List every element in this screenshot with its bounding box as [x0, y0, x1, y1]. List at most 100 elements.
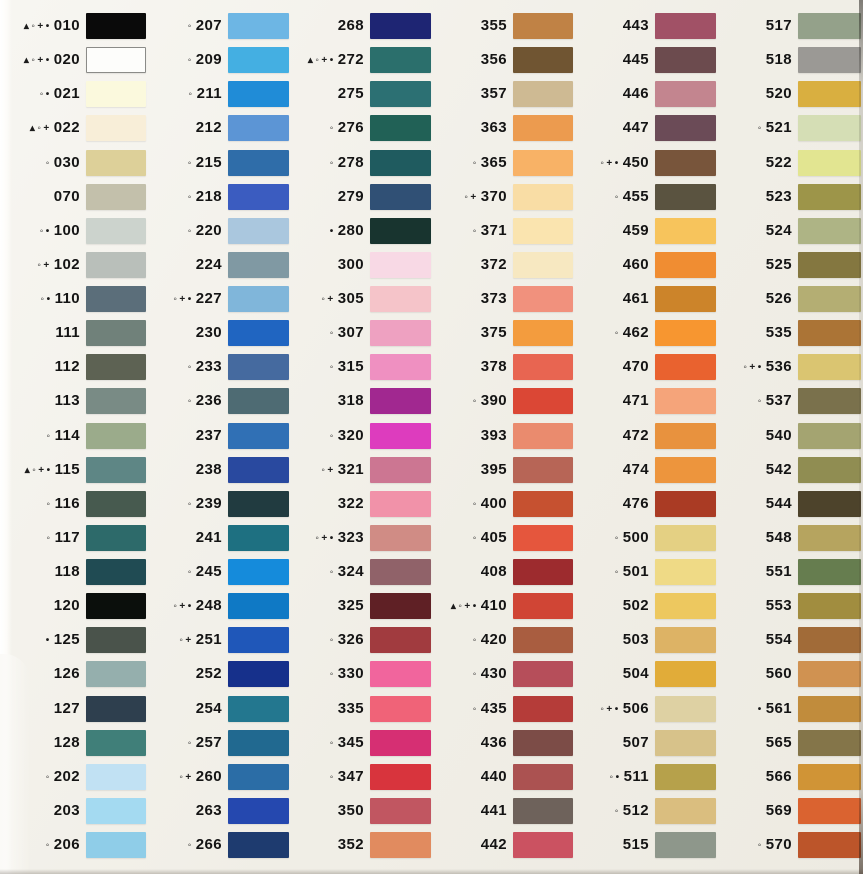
color-number: 535 [765, 323, 792, 341]
color-number: 263 [195, 801, 222, 819]
color-swatch [513, 798, 573, 824]
color-code-label: 520 [700, 81, 792, 108]
color-code-label: ◦ 345 [272, 730, 364, 757]
color-row: ◦ 114 [0, 423, 146, 449]
color-row: 263 [130, 798, 289, 824]
usage-symbols: ◦ [329, 327, 336, 339]
color-number: 315 [337, 357, 364, 375]
color-number: 323 [337, 528, 364, 546]
color-swatch [798, 115, 861, 141]
color-row: ◦ 501 [557, 559, 716, 585]
color-number: 373 [480, 289, 507, 307]
usage-symbols: ◦+• [743, 361, 764, 373]
color-code-label: 408 [415, 559, 507, 586]
color-swatch [655, 150, 716, 176]
color-swatch [370, 286, 431, 312]
color-row: 224 [130, 252, 289, 278]
color-code-label: 502 [557, 593, 649, 620]
color-code-label: 440 [415, 764, 507, 791]
color-row: 447 [557, 115, 716, 141]
color-number: 502 [622, 596, 649, 614]
color-number: 445 [622, 50, 649, 68]
color-number: 462 [622, 323, 649, 341]
color-number: 257 [195, 733, 222, 751]
color-row: 335 [272, 696, 431, 722]
usage-symbols: ◦ [472, 498, 479, 510]
color-code-label: 263 [130, 798, 222, 825]
color-code-label: 522 [700, 150, 792, 177]
color-row: ◦• 021 [0, 81, 146, 107]
color-number: 206 [53, 835, 80, 853]
color-swatch [370, 115, 431, 141]
color-swatch [370, 764, 431, 790]
color-swatch [655, 354, 716, 380]
color-code-label: ◦+ 102 [0, 252, 80, 279]
color-swatch [655, 218, 716, 244]
color-code-label: ◦ 307 [272, 320, 364, 347]
color-code-label: ◦ 500 [557, 525, 649, 552]
color-number: 410 [480, 596, 507, 614]
usage-symbols: ◦ [329, 668, 336, 680]
color-code-label: 525 [700, 252, 792, 279]
color-swatch [513, 525, 573, 551]
usage-symbols: ◦+• [600, 703, 621, 715]
color-swatch [798, 47, 861, 73]
color-swatch [798, 150, 861, 176]
color-row: 566 [700, 764, 861, 790]
color-code-label: ◦ 365 [415, 150, 507, 177]
color-code-label: 118 [0, 559, 80, 586]
color-swatch [228, 13, 289, 39]
color-number: 266 [195, 835, 222, 853]
color-code-label: ◦+• 506 [557, 696, 649, 723]
color-row: ◦ 326 [272, 627, 431, 653]
color-row: ◦+• 227 [130, 286, 289, 312]
color-code-label: ◦ 245 [130, 559, 222, 586]
color-number: 322 [337, 494, 364, 512]
color-swatch [228, 627, 289, 653]
color-swatch [86, 286, 146, 312]
swatch-column: 443 445 446 447 ◦+• 450 ◦ 455 459 460 461 ◦ 462 470 47… [557, 0, 716, 874]
color-code-label: 445 [557, 47, 649, 74]
color-code-label: ◦ 405 [415, 525, 507, 552]
usage-symbols: ◦• [39, 88, 52, 100]
usage-symbols: ◦ [614, 327, 621, 339]
color-swatch [655, 184, 716, 210]
color-code-label: 318 [272, 388, 364, 415]
color-swatch [228, 252, 289, 278]
color-code-label: 554 [700, 627, 792, 654]
color-row: 212 [130, 115, 289, 141]
color-swatch [86, 423, 146, 449]
color-swatch [655, 47, 716, 73]
color-code-label: ◦+ 305 [272, 286, 364, 313]
usage-symbols: ◦ [757, 122, 764, 134]
color-swatch [513, 832, 573, 858]
color-code-label: 238 [130, 457, 222, 484]
color-number: 548 [765, 528, 792, 546]
color-code-label: 070 [0, 184, 80, 211]
color-number: 347 [337, 767, 364, 785]
color-row: 230 [130, 320, 289, 346]
color-row: 544 [700, 491, 861, 517]
color-row: ◦ 116 [0, 491, 146, 517]
color-code-label: 470 [557, 354, 649, 381]
color-number: 536 [765, 357, 792, 375]
color-swatch [228, 115, 289, 141]
color-number: 542 [765, 460, 792, 478]
color-number: 278 [337, 153, 364, 171]
color-number: 476 [622, 494, 649, 512]
color-swatch [86, 491, 146, 517]
color-code-label: 395 [415, 457, 507, 484]
color-row: 275 [272, 81, 431, 107]
color-row: 393 [415, 423, 573, 449]
color-number: 230 [195, 323, 222, 341]
color-code-label: 230 [130, 320, 222, 347]
color-number: 408 [480, 562, 507, 580]
color-swatch [513, 627, 573, 653]
color-number: 102 [53, 255, 80, 273]
color-row: 355 [415, 13, 573, 39]
color-row: 357 [415, 81, 573, 107]
usage-symbols: ◦ [472, 157, 479, 169]
usage-symbols: ◦ [188, 88, 195, 100]
color-number: 254 [195, 699, 222, 717]
color-code-label: ◦ 455 [557, 184, 649, 211]
